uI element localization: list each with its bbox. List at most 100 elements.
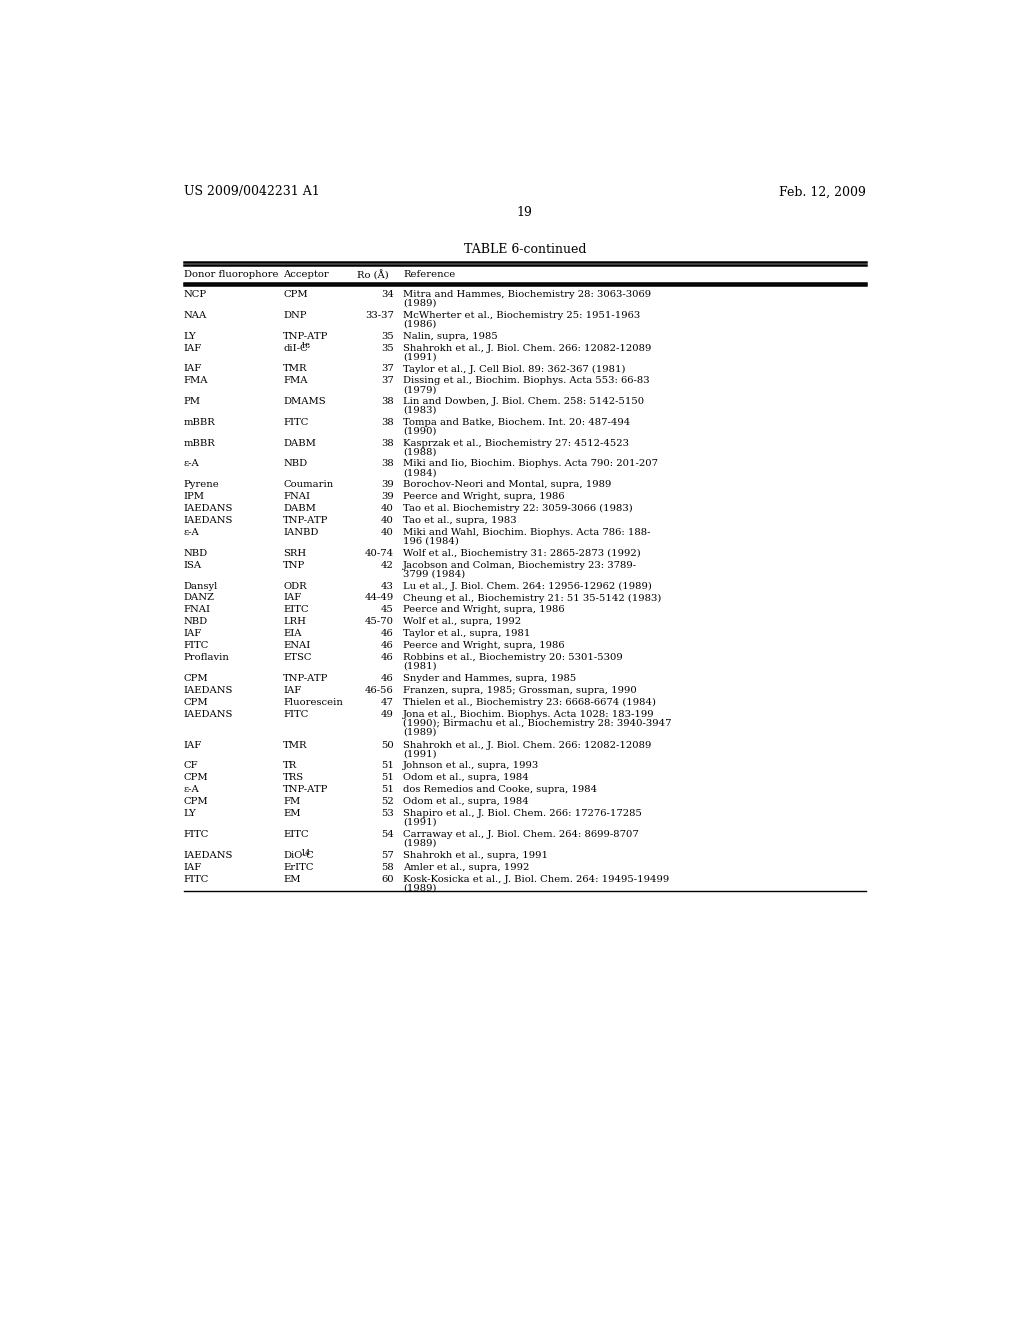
Text: 40-74: 40-74: [365, 549, 394, 558]
Text: Shahrokh et al., J. Biol. Chem. 266: 12082-12089: Shahrokh et al., J. Biol. Chem. 266: 120…: [403, 343, 651, 352]
Text: PM: PM: [183, 397, 201, 407]
Text: Wolf et al., Biochemistry 31: 2865-2873 (1992): Wolf et al., Biochemistry 31: 2865-2873 …: [403, 549, 641, 558]
Text: 37: 37: [381, 364, 394, 374]
Text: 39: 39: [381, 480, 394, 490]
Text: dos Remedios and Cooke, supra, 1984: dos Remedios and Cooke, supra, 1984: [403, 785, 597, 795]
Text: EITC: EITC: [283, 830, 308, 838]
Text: Shahrokh et al., supra, 1991: Shahrokh et al., supra, 1991: [403, 850, 548, 859]
Text: 38: 38: [381, 397, 394, 407]
Text: (1979): (1979): [403, 385, 436, 395]
Text: US 2009/0042231 A1: US 2009/0042231 A1: [183, 185, 319, 198]
Text: LRH: LRH: [283, 618, 306, 626]
Text: TNP-ATP: TNP-ATP: [283, 785, 329, 795]
Text: 38: 38: [381, 438, 394, 447]
Text: 37: 37: [381, 376, 394, 385]
Text: mBBR: mBBR: [183, 438, 215, 447]
Text: Kosk-Kosicka et al., J. Biol. Chem. 264: 19495-19499: Kosk-Kosicka et al., J. Biol. Chem. 264:…: [403, 875, 670, 883]
Text: Tao et al., supra, 1983: Tao et al., supra, 1983: [403, 516, 517, 525]
Text: EM: EM: [283, 875, 300, 883]
Text: Odom et al., supra, 1984: Odom et al., supra, 1984: [403, 797, 528, 807]
Text: Taylor et al., supra, 1981: Taylor et al., supra, 1981: [403, 630, 530, 639]
Text: IAF: IAF: [183, 364, 202, 374]
Text: ε-A: ε-A: [183, 528, 200, 537]
Text: Robbins et al., Biochemistry 20: 5301-5309: Robbins et al., Biochemistry 20: 5301-53…: [403, 653, 623, 663]
Text: 45: 45: [381, 606, 394, 614]
Text: IPM: IPM: [183, 492, 205, 502]
Text: FITC: FITC: [183, 830, 209, 838]
Text: FITC: FITC: [283, 418, 308, 426]
Text: IAEDANS: IAEDANS: [183, 516, 233, 525]
Text: NBD: NBD: [183, 618, 208, 626]
Text: Feb. 12, 2009: Feb. 12, 2009: [779, 185, 866, 198]
Text: NBD: NBD: [283, 459, 307, 469]
Text: Mitra and Hammes, Biochemistry 28: 3063-3069: Mitra and Hammes, Biochemistry 28: 3063-…: [403, 290, 651, 300]
Text: 40: 40: [381, 516, 394, 525]
Text: ISA: ISA: [183, 561, 202, 570]
Text: 34: 34: [381, 290, 394, 300]
Text: 38: 38: [381, 459, 394, 469]
Text: Nalin, supra, 1985: Nalin, supra, 1985: [403, 331, 498, 341]
Text: FNAI: FNAI: [183, 606, 211, 614]
Text: 40: 40: [381, 528, 394, 537]
Text: (1989): (1989): [403, 298, 436, 308]
Text: Pyrene: Pyrene: [183, 480, 219, 490]
Text: DMAMS: DMAMS: [283, 397, 326, 407]
Text: 33-37: 33-37: [365, 312, 394, 319]
Text: FITC: FITC: [183, 642, 209, 651]
Text: 46: 46: [381, 653, 394, 663]
Text: Carraway et al., J. Biol. Chem. 264: 8699-8707: Carraway et al., J. Biol. Chem. 264: 869…: [403, 830, 639, 838]
Text: 196 (1984): 196 (1984): [403, 537, 459, 546]
Text: 19: 19: [517, 206, 532, 219]
Text: ε-A: ε-A: [183, 785, 200, 795]
Text: FM: FM: [283, 797, 300, 807]
Text: FMA: FMA: [283, 376, 307, 385]
Text: 51: 51: [381, 762, 394, 771]
Text: (1991): (1991): [403, 818, 437, 826]
Text: CPM: CPM: [183, 774, 209, 783]
Text: TR: TR: [283, 762, 297, 771]
Text: (1991): (1991): [403, 352, 437, 362]
Text: 35: 35: [381, 331, 394, 341]
Text: Shahrokh et al., J. Biol. Chem. 266: 12082-12089: Shahrokh et al., J. Biol. Chem. 266: 120…: [403, 741, 651, 750]
Text: 60: 60: [381, 875, 394, 883]
Text: 49: 49: [381, 710, 394, 718]
Text: FITC: FITC: [283, 710, 308, 718]
Text: (1990); Birmachu et al., Biochemistry 28: 3940-3947: (1990); Birmachu et al., Biochemistry 28…: [403, 718, 672, 727]
Text: 57: 57: [381, 850, 394, 859]
Text: FITC: FITC: [183, 875, 209, 883]
Text: Peerce and Wright, supra, 1986: Peerce and Wright, supra, 1986: [403, 642, 565, 651]
Text: Lu et al., J. Biol. Chem. 264: 12956-12962 (1989): Lu et al., J. Biol. Chem. 264: 12956-129…: [403, 582, 652, 590]
Text: TNP-ATP: TNP-ATP: [283, 331, 329, 341]
Text: DNP: DNP: [283, 312, 306, 319]
Text: 40: 40: [381, 504, 394, 513]
Text: IAF: IAF: [183, 343, 202, 352]
Text: IAEDANS: IAEDANS: [183, 504, 233, 513]
Text: (1981): (1981): [403, 663, 437, 671]
Text: IAF: IAF: [283, 686, 301, 694]
Text: IAEDANS: IAEDANS: [183, 850, 233, 859]
Text: 35: 35: [381, 343, 394, 352]
Text: 51: 51: [381, 774, 394, 783]
Text: (1989): (1989): [403, 838, 436, 847]
Text: ODR: ODR: [283, 582, 306, 590]
Text: Odom et al., supra, 1984: Odom et al., supra, 1984: [403, 774, 528, 783]
Text: Ro (Å): Ro (Å): [356, 271, 388, 280]
Text: 46: 46: [381, 642, 394, 651]
Text: Cheung et al., Biochemistry 21: 51 35-5142 (1983): Cheung et al., Biochemistry 21: 51 35-51…: [403, 594, 662, 602]
Text: 47: 47: [381, 698, 394, 706]
Text: NCP: NCP: [183, 290, 207, 300]
Text: (1989): (1989): [403, 727, 436, 737]
Text: 46: 46: [381, 630, 394, 639]
Text: Dansyl: Dansyl: [183, 582, 218, 590]
Text: 43: 43: [381, 582, 394, 590]
Text: FMA: FMA: [183, 376, 208, 385]
Text: Wolf et al., supra, 1992: Wolf et al., supra, 1992: [403, 618, 521, 626]
Text: Acceptor: Acceptor: [283, 271, 329, 279]
Text: Donor fluorophore: Donor fluorophore: [183, 271, 279, 279]
Text: Coumarin: Coumarin: [283, 480, 333, 490]
Text: 14: 14: [300, 849, 310, 857]
Text: (1988): (1988): [403, 447, 436, 457]
Text: TMR: TMR: [283, 741, 307, 750]
Text: LY: LY: [183, 809, 197, 818]
Text: TNP-ATP: TNP-ATP: [283, 675, 329, 682]
